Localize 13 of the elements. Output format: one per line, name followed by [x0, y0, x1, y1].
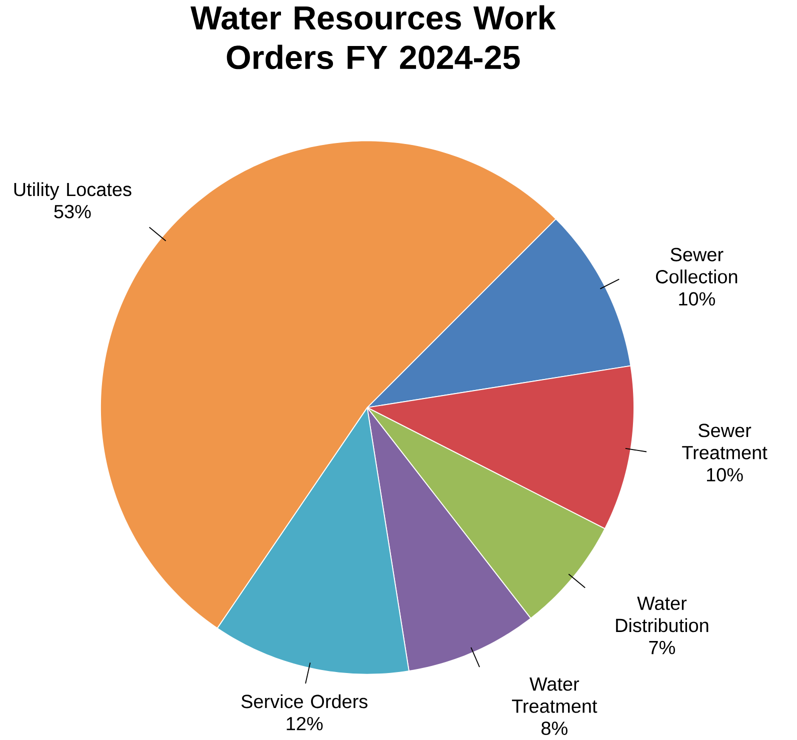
slice-label: Service Orders	[241, 694, 368, 708]
slice-label: Utility Locates	[14, 182, 132, 200]
slice-label: Sewer Collection	[656, 248, 738, 284]
slice-label: Water Distribution	[616, 596, 708, 632]
data-label: 8%	[542, 721, 568, 735]
data-label: 12%	[286, 716, 323, 730]
data-label: 53%	[54, 204, 91, 218]
slice-label: Sewer Treatment	[682, 424, 768, 460]
slice-label: Water Treatment	[512, 677, 598, 713]
chart-title: Water Resources Work Orders FY 2024-25	[190, 5, 556, 70]
data-label: 10%	[707, 468, 743, 482]
data-label: 10%	[679, 292, 715, 306]
data-label: 7%	[649, 640, 675, 654]
